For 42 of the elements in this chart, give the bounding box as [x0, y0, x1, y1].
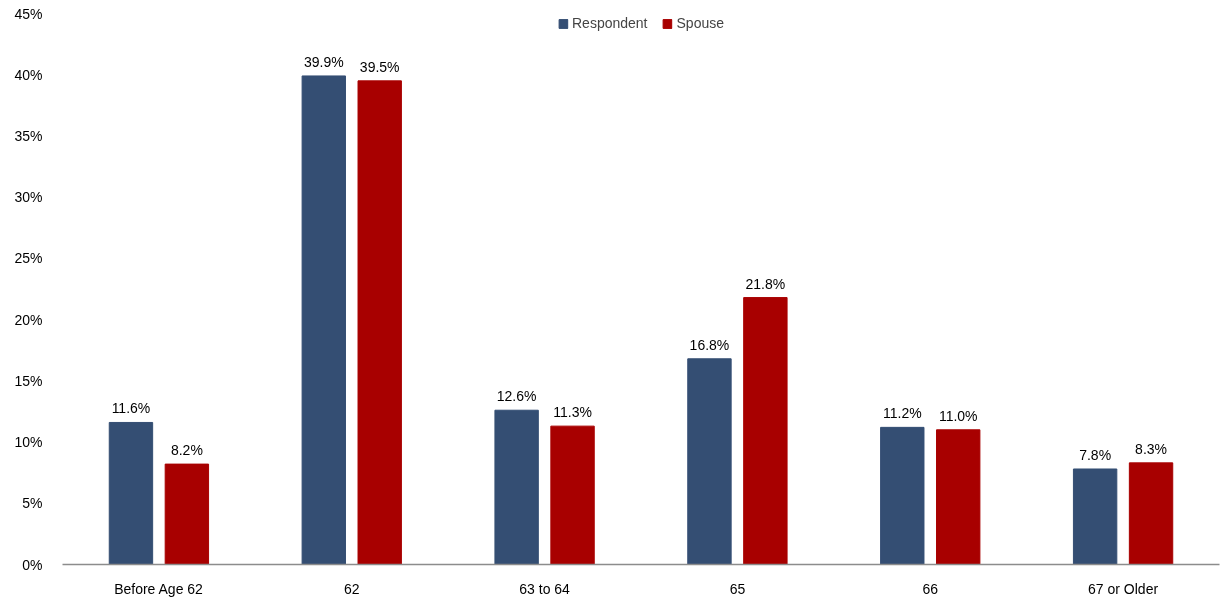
x-tick-label: 67 or Older: [1088, 580, 1159, 597]
bar: [164, 463, 210, 565]
data-label: 11.0%: [938, 407, 978, 424]
y-tick-label: 30%: [14, 189, 43, 206]
data-label: 8.2%: [170, 442, 203, 459]
bar: [743, 297, 788, 565]
data-label: 8.3%: [1135, 440, 1168, 457]
y-tick-label: 35%: [14, 127, 43, 144]
y-tick-label: 25%: [14, 250, 43, 267]
bar: [550, 425, 595, 565]
bar: [880, 426, 925, 565]
data-label: 11.6%: [111, 400, 151, 417]
y-tick-label: 10%: [14, 434, 43, 451]
bar: [1128, 462, 1174, 565]
y-tick-label: 40%: [14, 66, 43, 83]
data-label: 7.8%: [1079, 446, 1112, 463]
bar: [357, 80, 402, 565]
y-tick-label: 20%: [14, 311, 43, 328]
x-tick-label: 65: [729, 580, 746, 597]
data-label: 11.3%: [553, 404, 592, 421]
bar: [936, 429, 981, 565]
data-label: 16.8%: [689, 336, 730, 353]
data-label: 11.2%: [882, 405, 922, 422]
bar: [301, 75, 346, 565]
legend-label: Spouse: [676, 15, 724, 31]
legend-label: Respondent: [572, 15, 648, 31]
bar: [687, 358, 732, 565]
data-label: 12.6%: [496, 388, 537, 405]
data-label: 39.9%: [303, 53, 344, 70]
y-tick-label: 45%: [14, 5, 43, 22]
x-tick-label: 63 to 64: [519, 580, 571, 597]
bar: [494, 409, 539, 565]
bar: [108, 421, 154, 565]
x-tick-label: 62: [343, 580, 360, 597]
x-tick-label: Before Age 62: [114, 580, 204, 597]
data-label: 21.8%: [745, 275, 786, 292]
y-tick-label: 15%: [14, 372, 43, 389]
y-tick-label: 0%: [22, 556, 43, 573]
data-label: 39.5%: [359, 58, 400, 75]
y-tick-label: 5%: [22, 495, 43, 512]
x-tick-label: 66: [922, 580, 939, 597]
bar: [1072, 468, 1118, 565]
